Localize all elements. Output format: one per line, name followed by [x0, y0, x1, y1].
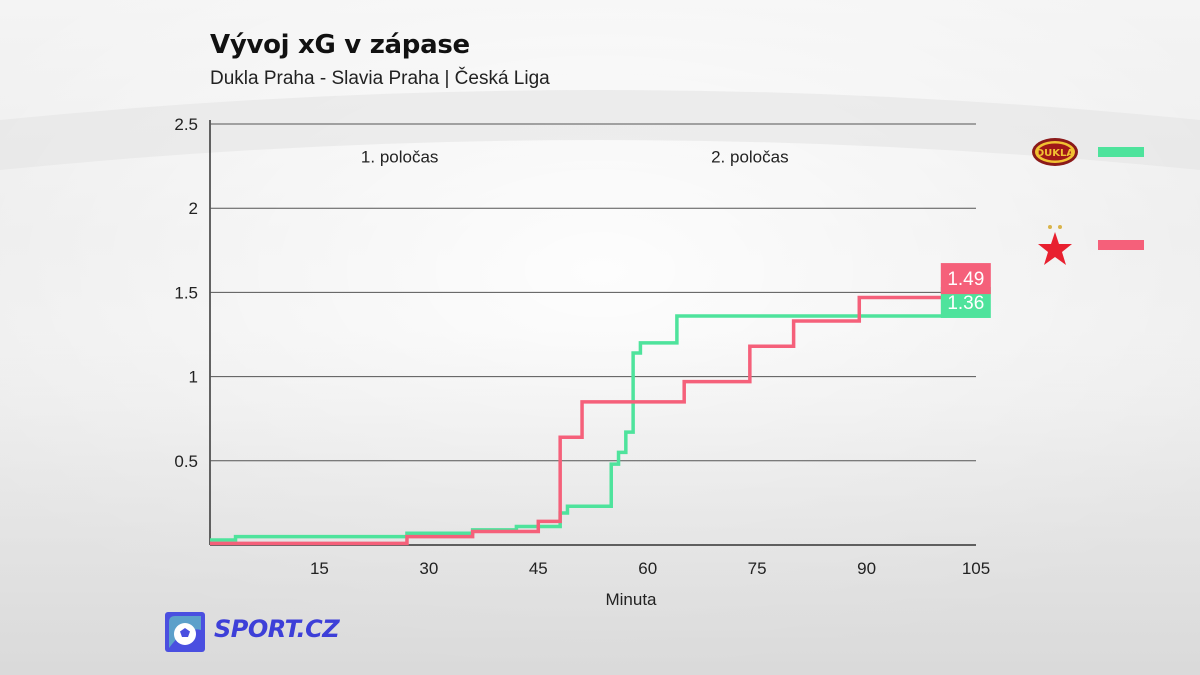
- slavia-star-icon: [1038, 225, 1072, 265]
- half-annotations: 1. poločas 2. poločas: [361, 148, 789, 167]
- series-lines: [210, 294, 949, 546]
- x-tick-label: 105: [962, 559, 990, 578]
- dukla-crest-icon: DUKLA: [1032, 138, 1078, 166]
- half-label: 2. poločas: [711, 148, 789, 167]
- brand-logo[interactable]: [165, 612, 205, 652]
- soccer-ball-icon: [169, 616, 201, 648]
- y-tick-label: 1: [189, 368, 198, 387]
- slavia-xg-line: [210, 294, 949, 546]
- half-label: 1. poločas: [361, 148, 439, 167]
- y-tick-label: 0.5: [174, 452, 198, 471]
- dukla-xg-line: [210, 314, 947, 542]
- svg-text:1.49: 1.49: [947, 269, 984, 290]
- grid-lines: [209, 120, 976, 546]
- y-tick-labels: 0.5 1 1.5 2 2.5: [174, 115, 198, 471]
- x-tick-labels: 15 30 45 60 75 90 105: [310, 559, 990, 578]
- x-tick-label: 90: [857, 559, 876, 578]
- svg-text:1.36: 1.36: [947, 293, 984, 314]
- x-tick-label: 75: [748, 559, 767, 578]
- x-tick-label: 30: [419, 559, 438, 578]
- y-tick-label: 2.5: [174, 115, 198, 134]
- chart-subtitle: Dukla Praha - Slavia Praha | Česká Liga: [210, 68, 550, 89]
- svg-text:DUKLA: DUKLA: [1036, 148, 1075, 159]
- final-value-labels: 1.36 1.49: [940, 263, 991, 318]
- slavia-final-label: 1.49: [940, 263, 991, 295]
- legend-swatch-dukla: [1098, 147, 1144, 157]
- chart-title: Vývoj xG v zápase: [210, 30, 470, 60]
- x-tick-label: 45: [529, 559, 548, 578]
- y-tick-label: 2: [189, 199, 198, 218]
- x-tick-label: 60: [638, 559, 657, 578]
- legend-swatch-slavia: [1098, 240, 1144, 250]
- y-tick-label: 1.5: [174, 283, 198, 302]
- brand-name[interactable]: SPORT.CZ: [214, 615, 340, 643]
- x-tick-label: 15: [310, 559, 329, 578]
- x-axis-label: Minuta: [605, 590, 657, 609]
